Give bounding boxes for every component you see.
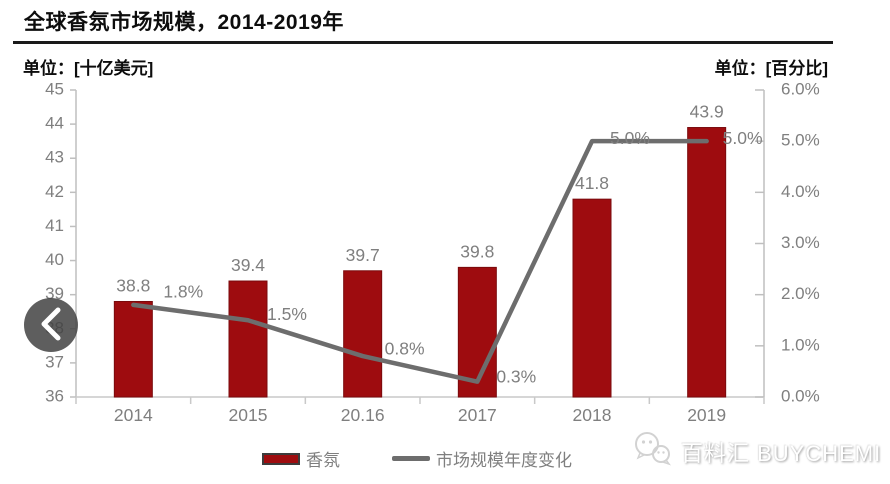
chevron-left-icon [24, 297, 78, 354]
bar-2019 [687, 127, 727, 398]
buychemi-watermark: 百料汇 BUYCHEMI [632, 430, 881, 473]
left-axis-tick-label: 41 [45, 216, 64, 235]
x-axis-category-label: 2015 [229, 405, 268, 425]
legend-label: 香氛 [306, 451, 340, 470]
bar-series-swatch [262, 452, 300, 465]
line-value-label: 0.8% [385, 339, 425, 359]
left-axis-tick-label: 42 [45, 182, 64, 201]
left-axis-tick-label: 37 [45, 352, 64, 371]
left-axis-unit-label: 单位：[十亿美元] [23, 59, 154, 78]
line-value-label: 0.3% [496, 366, 536, 386]
bar-value-label: 39.4 [231, 255, 265, 275]
x-axis-category-label: 2019 [687, 405, 726, 425]
left-axis-tick-label: 43 [45, 148, 64, 167]
chart-legend: 香氛 市场规模年度变化 [262, 446, 572, 471]
legend-item-bar-series: 香氛 [262, 446, 340, 471]
bar-20.16 [343, 270, 383, 398]
bar-value-label: 39.7 [346, 245, 380, 265]
line-series-swatch [392, 456, 430, 461]
x-axis-category-label: 20.16 [341, 405, 385, 425]
left-axis-tick-label: 45 [45, 79, 64, 98]
left-axis-tick-label: 36 [45, 386, 64, 405]
carousel-previous-button[interactable] [24, 298, 78, 352]
watermark-text: 百料汇 BUYCHEMI [681, 440, 882, 466]
legend-label: 市场规模年度变化 [436, 451, 572, 470]
bar-value-label: 39.8 [460, 241, 494, 261]
bar-2018 [572, 198, 612, 398]
bar-2014 [113, 300, 153, 398]
right-axis-tick-label: 6.0% [781, 79, 820, 98]
x-axis-category-label: 2017 [458, 405, 497, 425]
bar-2015 [228, 280, 268, 398]
legend-item-line-series: 市场规模年度变化 [392, 446, 572, 471]
right-axis-tick-label: 5.0% [781, 131, 820, 150]
bar-value-label: 38.8 [116, 275, 150, 295]
chat-bubbles-logo-icon [632, 430, 674, 473]
left-axis-tick-label: 40 [45, 250, 64, 269]
right-axis-tick-label: 1.0% [781, 335, 820, 354]
line-value-label: 1.8% [163, 282, 203, 302]
x-axis-category-label: 2014 [114, 405, 153, 425]
x-axis-category-label: 2018 [573, 405, 612, 425]
bar-value-label: 41.8 [575, 173, 609, 193]
line-value-label: 5.0% [610, 128, 650, 148]
right-axis-unit-label: 单位：[百分比] [714, 59, 828, 78]
right-axis-tick-label: 2.0% [781, 284, 820, 303]
left-axis-tick-label: 44 [45, 114, 64, 133]
yoy-change-line [131, 138, 709, 384]
bar-value-label: 43.9 [690, 102, 724, 122]
right-axis-tick-label: 3.0% [781, 233, 820, 252]
line-value-label: 1.5% [267, 304, 307, 324]
right-axis-tick-label: 4.0% [781, 182, 820, 201]
page-title: 全球香氛市场规模，2014-2019年 [24, 11, 344, 34]
right-axis-tick-label: 0.0% [781, 386, 820, 405]
line-value-label: 5.0% [723, 128, 763, 148]
title-underline [13, 41, 833, 44]
bar-2017 [457, 266, 497, 398]
